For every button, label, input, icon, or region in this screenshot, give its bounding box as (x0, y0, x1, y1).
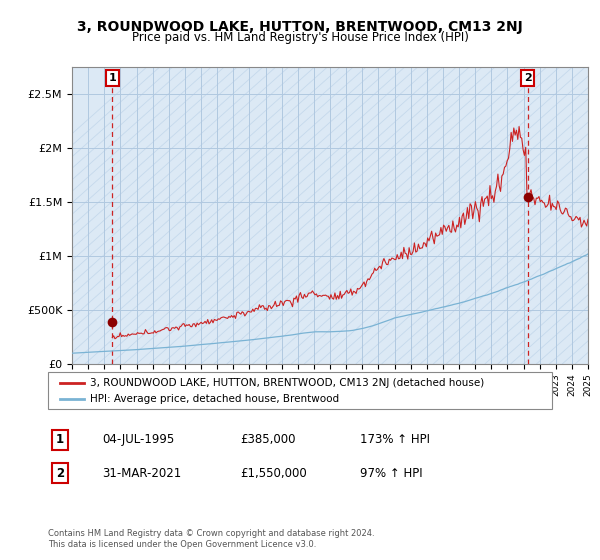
Text: £385,000: £385,000 (240, 433, 296, 446)
Text: 1: 1 (56, 433, 64, 446)
Text: 2: 2 (56, 466, 64, 480)
Text: Price paid vs. HM Land Registry's House Price Index (HPI): Price paid vs. HM Land Registry's House … (131, 31, 469, 44)
Text: 3, ROUNDWOOD LAKE, HUTTON, BRENTWOOD, CM13 2NJ: 3, ROUNDWOOD LAKE, HUTTON, BRENTWOOD, CM… (77, 20, 523, 34)
Text: 3, ROUNDWOOD LAKE, HUTTON, BRENTWOOD, CM13 2NJ (detached house): 3, ROUNDWOOD LAKE, HUTTON, BRENTWOOD, CM… (90, 377, 484, 388)
Text: 31-MAR-2021: 31-MAR-2021 (102, 466, 181, 480)
Text: 173% ↑ HPI: 173% ↑ HPI (360, 433, 430, 446)
Text: 97% ↑ HPI: 97% ↑ HPI (360, 466, 422, 480)
Text: £1,550,000: £1,550,000 (240, 466, 307, 480)
Text: 04-JUL-1995: 04-JUL-1995 (102, 433, 174, 446)
Text: HPI: Average price, detached house, Brentwood: HPI: Average price, detached house, Bren… (90, 394, 339, 404)
Text: 2: 2 (524, 73, 532, 83)
Text: 1: 1 (109, 73, 116, 83)
Text: Contains HM Land Registry data © Crown copyright and database right 2024.
This d: Contains HM Land Registry data © Crown c… (48, 529, 374, 549)
